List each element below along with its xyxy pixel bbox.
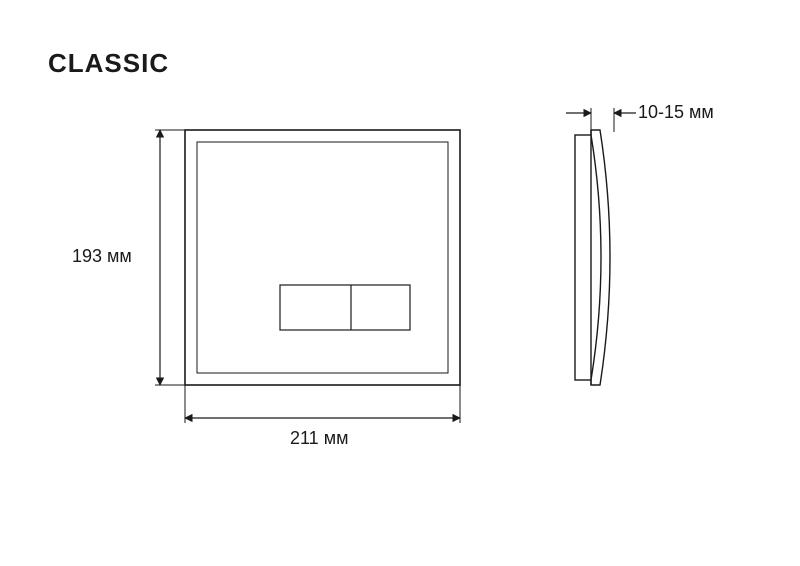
title: CLASSIC <box>48 48 169 78</box>
dim-width: 211 мм <box>185 385 460 448</box>
front-inner-rect <box>197 142 448 373</box>
side-back-rect <box>575 135 591 380</box>
dim-width-label: 211 мм <box>290 428 348 448</box>
side-view <box>575 130 610 385</box>
dim-depth-label: 10-15 мм <box>638 102 714 122</box>
front-outer-rect <box>185 130 460 385</box>
button-group <box>280 285 410 330</box>
button-outline <box>280 285 410 330</box>
dim-height: 193 мм <box>72 130 185 385</box>
dim-depth: 10-15 мм <box>566 102 714 132</box>
dim-height-label: 193 мм <box>72 246 132 266</box>
front-view <box>185 130 460 385</box>
side-curved-face <box>591 130 610 385</box>
